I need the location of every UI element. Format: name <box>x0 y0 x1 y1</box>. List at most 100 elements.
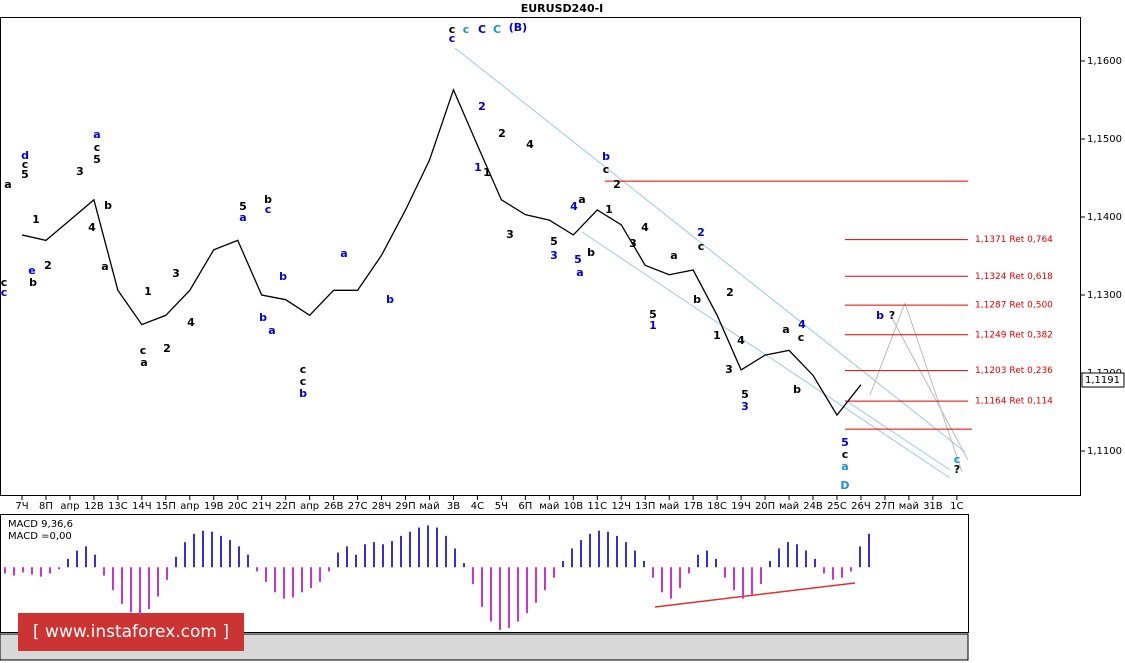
wave-label: b <box>279 270 287 283</box>
x-tick-label: 25С <box>827 501 847 512</box>
y-tick-label: 1,1100 <box>1087 446 1122 457</box>
wave-label: ? <box>954 463 960 476</box>
wave-label: b <box>793 383 801 396</box>
x-tick-label: 6П <box>518 501 532 512</box>
wave-label: ? <box>889 309 895 322</box>
projection-line <box>904 302 963 473</box>
price-panel <box>0 17 1081 496</box>
wave-label: 2 <box>613 178 621 191</box>
wave-label: a <box>101 260 108 273</box>
fib-label: 1,1203 Ret 0,236 <box>975 366 1053 376</box>
wave-label: b <box>602 150 610 163</box>
x-tick-label: 4С <box>471 501 484 512</box>
x-tick-label: 13С <box>108 501 128 512</box>
wave-label: c <box>300 363 307 376</box>
wave-label: 1 <box>649 319 657 332</box>
x-tick-label: 22П <box>276 501 296 512</box>
watermark-box <box>18 613 244 651</box>
fib-label: 1,1324 Ret 0,618 <box>975 272 1053 282</box>
wave-label: 5 <box>550 235 558 248</box>
x-tick-label: апр <box>300 501 319 512</box>
projection-line <box>891 317 969 461</box>
wave-label: c <box>94 141 101 154</box>
wave-label: e <box>28 264 35 277</box>
x-tick-label: 27П <box>875 501 895 512</box>
wave-label: 4 <box>88 221 96 234</box>
wave-label: 2 <box>44 259 52 272</box>
current-price-box <box>1081 372 1125 388</box>
fib-label: 1,1249 Ret 0,382 <box>975 330 1053 340</box>
wave-label: b <box>299 387 307 400</box>
x-tick-label: 14Ч <box>132 501 152 512</box>
fib-label: 1,1164 Ret 0,114 <box>975 397 1053 407</box>
wave-label: a <box>782 323 789 336</box>
wave-label: 5 <box>574 253 582 266</box>
current-price-label: 1,1191 <box>1085 375 1120 386</box>
wave-label: 3 <box>725 363 733 376</box>
x-tick-label: 5Ч <box>495 501 508 512</box>
wave-label: c <box>842 448 849 461</box>
x-tick-label: 3В <box>447 501 460 512</box>
wave-label: 4 <box>570 200 578 213</box>
wave-label: c <box>463 23 470 36</box>
fib-label: 1,1371 Ret 0,764 <box>975 235 1053 245</box>
x-tick-label: 26Ч <box>851 501 871 512</box>
fib-label: 1,1287 Ret 0,500 <box>975 301 1053 311</box>
wave-label: 3 <box>76 165 84 178</box>
x-tick-label: 28Ч <box>372 501 392 512</box>
wave-label: 4 <box>737 334 745 347</box>
wave-label: b <box>693 293 701 306</box>
x-tick-label: 18С <box>707 501 727 512</box>
wave-label: 2 <box>478 100 486 113</box>
x-tick-label: 15П <box>156 501 176 512</box>
wave-label: 5 <box>93 153 101 166</box>
wave-label: 5 <box>649 308 657 321</box>
macd-title: MACD 9,36,6 <box>8 519 73 530</box>
y-tick-label: 1,1300 <box>1087 290 1122 301</box>
wave-label: c <box>1 286 8 299</box>
wave-label: a <box>340 247 347 260</box>
projection-line <box>869 302 906 396</box>
x-tick-label: 24В <box>803 501 823 512</box>
x-tick-label: май <box>899 501 919 512</box>
wave-label: b <box>264 193 272 206</box>
x-tick-label: 21Ч <box>252 501 272 512</box>
wave-label: 3 <box>506 228 514 241</box>
wave-label: 1 <box>32 213 40 226</box>
wave-label: c <box>1 276 8 289</box>
wave-label: 4 <box>798 318 806 331</box>
x-tick-label: 20П <box>755 501 775 512</box>
x-tick-label: апр <box>60 501 79 512</box>
divergence-line <box>654 582 856 608</box>
x-tick-label: 12Ч <box>611 501 631 512</box>
chart-title: EURUSD240-I <box>521 2 604 15</box>
y-tick-label: 1,1600 <box>1087 56 1122 67</box>
wave-label: 2 <box>697 226 705 239</box>
wave-label: 4 <box>641 221 649 234</box>
y-tick-label: 1,1500 <box>1087 134 1122 145</box>
wave-label: 1 <box>144 285 152 298</box>
x-tick-label: 31В <box>923 501 943 512</box>
wave-label: a <box>140 356 147 369</box>
wave-label: 3 <box>741 400 749 413</box>
wave-label: c <box>449 23 456 36</box>
x-tick-label: 27С <box>348 501 368 512</box>
wave-label: 2 <box>163 342 171 355</box>
wave-label: 1 <box>474 161 482 174</box>
y-tick-label: 1,1400 <box>1087 212 1122 223</box>
wave-label: 4 <box>526 138 534 151</box>
wave-label: 1 <box>605 203 613 216</box>
wave-label: c <box>300 375 307 388</box>
watermark: [ www.instaforex.com ] <box>33 622 229 642</box>
wave-label: 5 <box>239 200 247 213</box>
wave-label: a <box>93 128 100 141</box>
channel-line <box>844 399 951 471</box>
wave-label: c <box>22 158 29 171</box>
x-tick-label: апр <box>180 501 199 512</box>
channel-line <box>454 47 966 453</box>
x-tick-label: 12В <box>84 501 104 512</box>
wave-label: 5 <box>741 388 749 401</box>
x-tick-label: 7Ч <box>15 501 28 512</box>
wave-label: a <box>268 324 275 337</box>
